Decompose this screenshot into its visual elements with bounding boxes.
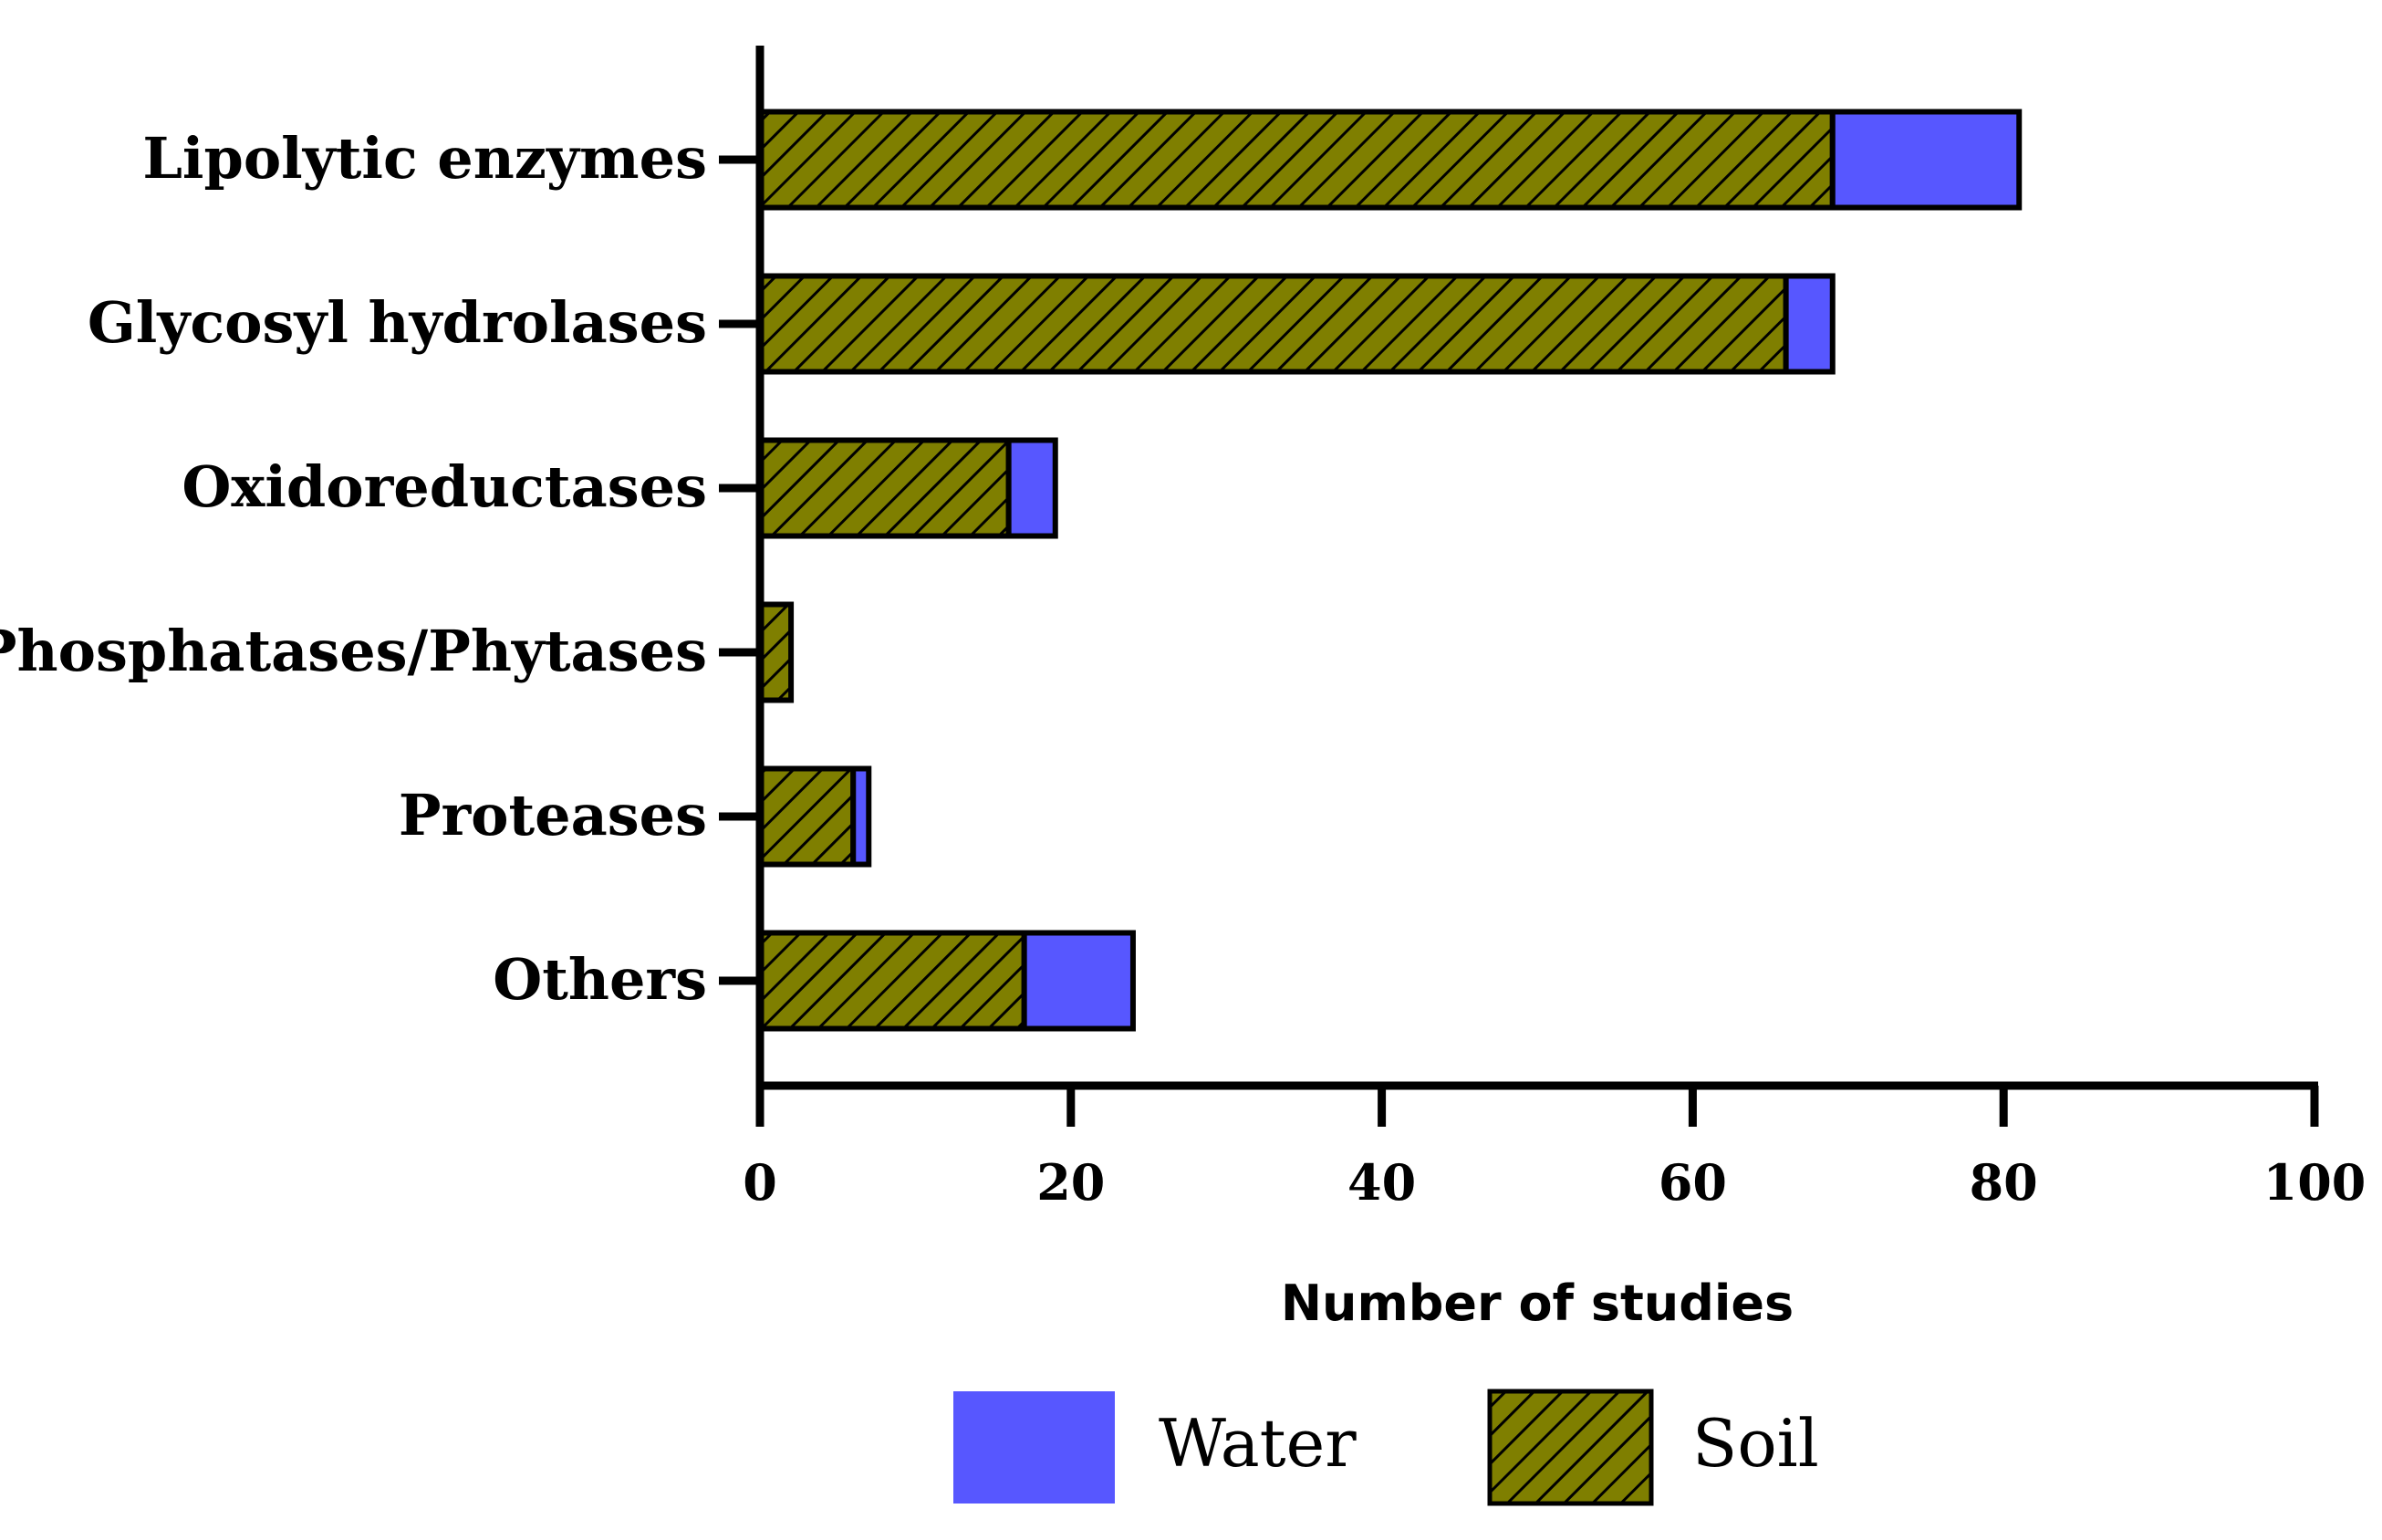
legend: Water Soil [953, 1389, 1819, 1506]
bar-oxidoreductases-water [1005, 437, 1058, 539]
bar-proteases-soil [757, 765, 857, 868]
legend-swatch-water [953, 1391, 1115, 1504]
category-label-others: Others [493, 946, 707, 1013]
legend-label-soil: Soil [1692, 1405, 1819, 1482]
axes-group: Lipolytic enzymes Glycosyl hydrolases Oxid… [0, 46, 2366, 1332]
bar-phosphatases-phytases-soil [757, 601, 795, 703]
category-label-phosphatases-phytases: Phosphatases/Phytases [0, 618, 707, 684]
bar-lipolytic-enzymes-water [1829, 109, 2023, 211]
bar-glycosyl-hydrolases-water [1783, 273, 1836, 375]
x-tick-label-20: 20 [1036, 1153, 1105, 1212]
bar-lipolytic-enzymes-soil [757, 109, 1836, 211]
x-axis-title: Number of studies [1281, 1275, 1794, 1332]
bar-glycosyl-hydrolases-soil [757, 273, 1789, 375]
category-label-lipolytic-enzymes: Lipolytic enzymes [142, 125, 707, 192]
bars-group [757, 109, 2023, 1032]
bar-proteases-water [850, 765, 872, 868]
bar-others-soil [757, 930, 1027, 1032]
x-tick-label-40: 40 [1347, 1153, 1416, 1212]
bar-oxidoreductases-soil [757, 437, 1012, 539]
category-label-proteases: Proteases [399, 782, 707, 848]
category-label-glycosyl-hydrolases: Glycosyl hydrolases [88, 289, 707, 356]
x-tick-label-0: 0 [743, 1153, 777, 1212]
x-tick-label-100: 100 [2263, 1153, 2366, 1212]
legend-label-water: Water [1159, 1405, 1357, 1482]
x-tick-label-60: 60 [1659, 1153, 1727, 1212]
legend-swatch-soil [1487, 1389, 1654, 1506]
bar-others-water [1021, 930, 1136, 1032]
x-tick-label-80: 80 [1970, 1153, 2038, 1212]
category-label-oxidoreductases: Oxidoreductases [182, 453, 707, 520]
